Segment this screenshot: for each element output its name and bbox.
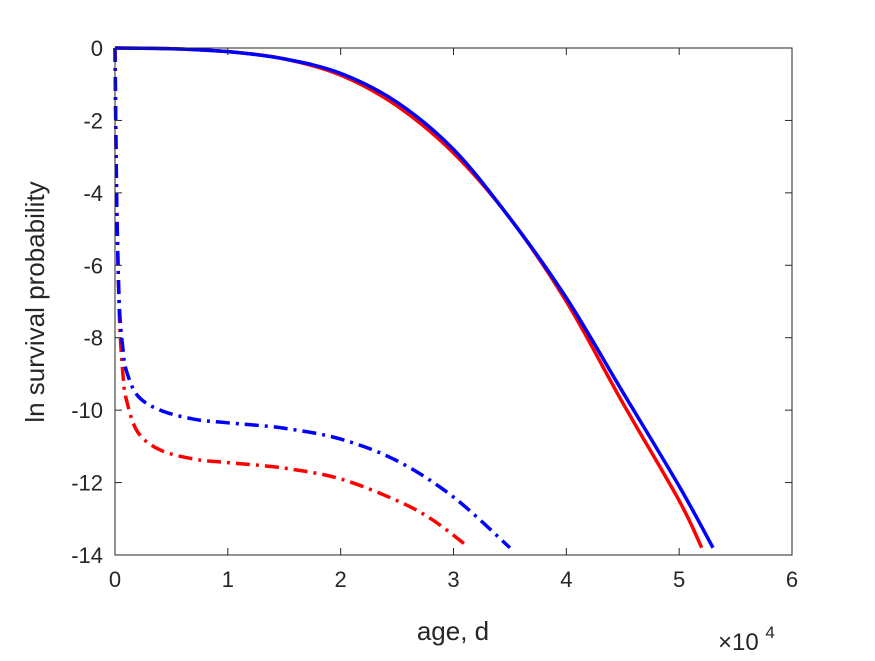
x-tick-label: 4: [560, 567, 572, 592]
labels-layer: 0 1 2 3 4 5 6 0 -2 -4 -6 -8 -10 -12 -14: [71, 36, 798, 592]
y-tick-label: -6: [83, 253, 103, 278]
x-tick-label: 3: [447, 567, 459, 592]
y-axis-label: ln survival probability: [20, 181, 50, 422]
x-tick-label: 0: [109, 567, 121, 592]
plot-area: [115, 48, 792, 555]
ticks-layer: [114, 47, 793, 556]
x-tick-label: 6: [786, 567, 798, 592]
series-line-3: [113, 47, 512, 550]
y-tick-label: -2: [83, 108, 103, 133]
x-axis-label: age, d: [417, 616, 489, 646]
y-tick-label: -8: [83, 326, 103, 351]
x-axis-exponent-base: ×10: [718, 629, 759, 656]
x-axis-exponent: ×10 4: [718, 623, 775, 656]
x-tick-label: 1: [222, 567, 234, 592]
y-tick-label: -4: [83, 181, 103, 206]
y-tick-label: -14: [71, 543, 103, 568]
y-tick-label: -10: [71, 398, 103, 423]
y-tick-label: -12: [71, 471, 103, 496]
x-axis-exponent-power: 4: [765, 623, 774, 642]
x-tick-label: 5: [673, 567, 685, 592]
y-tick-label: 0: [91, 36, 103, 61]
x-tick-label: 2: [335, 567, 347, 592]
